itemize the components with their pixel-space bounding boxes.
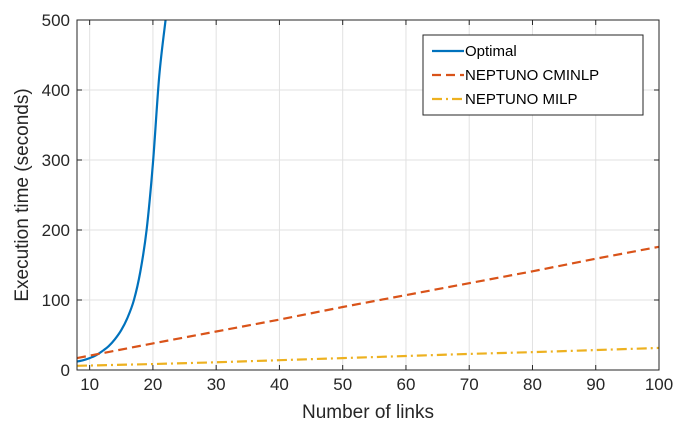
y-tick-label: 100: [42, 291, 70, 310]
x-tick-label: 30: [207, 375, 226, 394]
x-tick-label: 90: [586, 375, 605, 394]
x-tick-label: 50: [333, 375, 352, 394]
legend-box: [422, 34, 644, 116]
series-line-2: [77, 245, 659, 360]
series-layer: [77, 20, 659, 367]
legend-label-3: NEPTUNO MILP: [465, 91, 578, 108]
x-tick-label: 70: [460, 375, 479, 394]
series-line-1: [77, 20, 167, 363]
y-axis-title: Execution time (seconds): [12, 88, 33, 301]
x-tick-label: 80: [523, 375, 542, 394]
x-tick-label: 100: [645, 375, 673, 394]
legend-label-2: NEPTUNO CMINLP: [465, 67, 599, 84]
y-tick-label: 300: [42, 151, 70, 170]
legend-label-1: Optimal: [465, 43, 517, 60]
x-axis-title: Number of links: [302, 402, 434, 423]
x-tick-label: 60: [396, 375, 415, 394]
plot-frame: [76, 19, 660, 371]
series-line-3: [77, 346, 659, 367]
x-tick-label: 20: [143, 375, 162, 394]
y-axis: 0 100 200 300 400 500: [42, 11, 659, 380]
y-tick-label: 0: [61, 361, 70, 380]
y-tick-label: 400: [42, 81, 70, 100]
x-axis: 10 20 30 40 50 60 70 80 90 100: [80, 20, 673, 394]
y-tick-label: 200: [42, 221, 70, 240]
x-tick-label: 40: [270, 375, 289, 394]
y-tick-label: 500: [42, 11, 70, 30]
legend: Optimal NEPTUNO CMINLP NEPTUNO MILP: [422, 34, 644, 116]
x-tick-label: 10: [80, 375, 99, 394]
